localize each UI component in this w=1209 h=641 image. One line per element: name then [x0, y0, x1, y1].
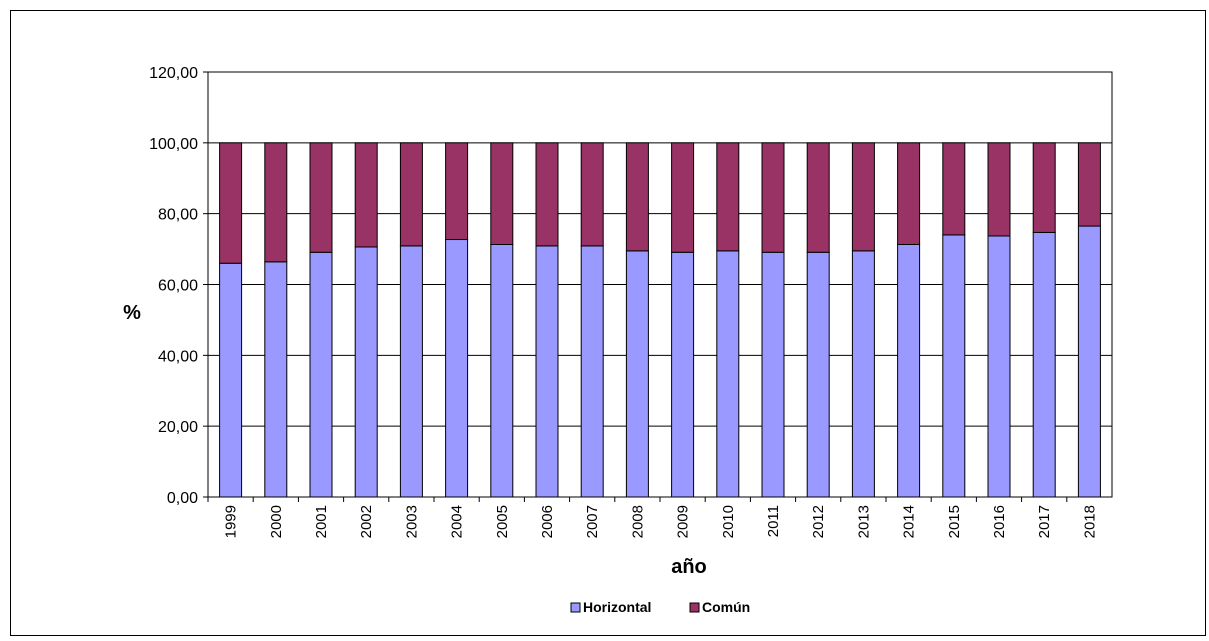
- x-tick-label: 2013: [855, 505, 872, 538]
- bar-comun-1999: [219, 142, 243, 264]
- bar-horizontal-2001: [309, 251, 333, 498]
- bar-horizontal-2008: [625, 250, 649, 498]
- legend-swatch: [570, 602, 581, 613]
- x-tick-label: 2012: [810, 505, 827, 538]
- bar-comun-2002: [354, 142, 378, 248]
- bar-horizontal-2015: [942, 234, 966, 498]
- x-tick-label: 2010: [720, 505, 737, 538]
- x-tick-label: 2008: [629, 505, 646, 538]
- stacked-bar-chart: 0,00 20,00 40,00 60,00 80,00 100,00 120,00 199…: [10, 10, 1206, 636]
- x-axis-title: año: [671, 556, 707, 578]
- bar-horizontal-2005: [490, 243, 514, 498]
- bar-comun-2017: [1032, 142, 1056, 233]
- bar-comun-2011: [761, 142, 785, 253]
- x-tick-label: 2011: [765, 505, 782, 537]
- bar-comun-2008: [625, 142, 649, 252]
- bar-horizontal-2003: [399, 245, 423, 498]
- bar-horizontal-2018: [1077, 225, 1101, 498]
- bar-horizontal-2011: [761, 251, 785, 498]
- y-axis: 0,00 20,00 40,00 60,00 80,00 100,00 120,00: [149, 65, 208, 507]
- x-tick-label: 1999: [223, 505, 240, 538]
- x-tick-label: 2014: [901, 505, 918, 538]
- x-tick-label: 2009: [675, 505, 692, 538]
- x-axis: 1999 2000 2001 2002 2003 2004 2005 2006 2007 2008…: [207, 497, 1098, 538]
- x-tick-label: 2002: [358, 505, 375, 538]
- y-tick-label: 0,00: [167, 490, 198, 507]
- x-tick-label: 2003: [403, 505, 420, 538]
- y-tick-label: 20,00: [158, 419, 198, 436]
- bar-comun-2016: [987, 142, 1011, 237]
- x-tick-label: 2001: [313, 505, 330, 538]
- chart-border: [10, 10, 1206, 636]
- bar-comun-2007: [580, 142, 604, 247]
- bar-comun-2010: [716, 142, 740, 252]
- y-tick-label: 60,00: [158, 278, 198, 295]
- bar-horizontal-2004: [445, 239, 469, 498]
- chart-frame: 0,00 20,00 40,00 60,00 80,00 100,00 120,00 199…: [10, 10, 1206, 636]
- bar-horizontal-2009: [671, 251, 695, 498]
- x-tick-label: 2000: [268, 505, 285, 538]
- bar-horizontal-2016: [987, 235, 1011, 498]
- x-tick-label: 2007: [584, 505, 601, 538]
- bar-comun-2001: [309, 142, 333, 253]
- legend-label: Horizontal: [583, 599, 651, 615]
- bar-horizontal-2002: [354, 246, 378, 498]
- x-tick-label: 2004: [449, 505, 466, 538]
- bar-comun-2003: [399, 142, 423, 247]
- x-tick-label: 2006: [539, 505, 556, 538]
- bar-horizontal-2010: [716, 250, 740, 498]
- bar-horizontal-2006: [535, 245, 559, 498]
- bar-horizontal-2000: [264, 261, 288, 498]
- y-tick-label: 120,00: [149, 65, 198, 82]
- legend-swatch: [689, 602, 700, 613]
- bar-comun-2004: [445, 142, 469, 241]
- bar-horizontal-1999: [219, 262, 243, 498]
- x-tick-label: 2005: [494, 505, 511, 538]
- bar-comun-2009: [671, 142, 695, 253]
- bar-horizontal-2014: [897, 243, 921, 498]
- y-tick-label: 100,00: [149, 136, 198, 153]
- legend-label: Común: [702, 599, 750, 615]
- bar-horizontal-2013: [851, 250, 875, 498]
- bar-comun-2018: [1077, 142, 1101, 227]
- bar-horizontal-2012: [806, 251, 830, 498]
- x-tick-label: 2015: [946, 505, 963, 538]
- x-tick-label: 2018: [1081, 505, 1098, 538]
- bars: [219, 142, 1101, 498]
- bar-comun-2006: [535, 142, 559, 247]
- x-tick-label: 2017: [1036, 505, 1053, 538]
- bar-horizontal-2007: [580, 245, 604, 498]
- bar-comun-2000: [264, 142, 288, 263]
- y-axis-title: %: [123, 302, 141, 324]
- bar-comun-2014: [897, 142, 921, 245]
- y-tick-label: 80,00: [158, 207, 198, 224]
- bar-comun-2012: [806, 142, 830, 253]
- bar-comun-2005: [490, 142, 514, 245]
- bar-horizontal-2017: [1032, 231, 1056, 498]
- y-tick-label: 40,00: [158, 348, 198, 365]
- bar-comun-2015: [942, 142, 966, 236]
- x-tick-label: 2016: [991, 505, 1008, 538]
- bar-comun-2013: [851, 142, 875, 252]
- legend: Horizontal Común: [570, 599, 750, 615]
